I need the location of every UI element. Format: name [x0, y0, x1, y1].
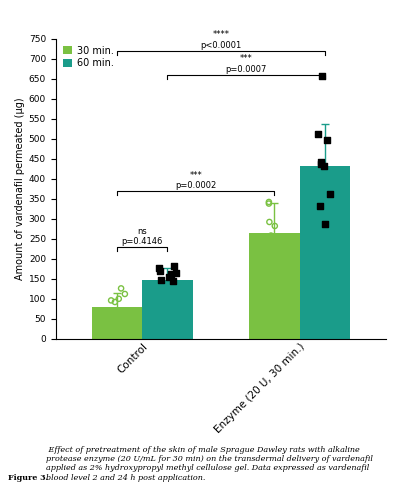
Text: ***
p=0.0007: *** p=0.0007 [225, 55, 267, 74]
Point [324, 136, 330, 143]
Point [319, 72, 326, 79]
Point [266, 198, 272, 206]
Text: ***
p=0.0002: *** p=0.0002 [175, 170, 217, 190]
Bar [92, 307, 142, 339]
Point [156, 267, 163, 274]
Point [316, 202, 323, 210]
Point [170, 277, 176, 285]
Point [270, 236, 276, 243]
Point [158, 276, 165, 284]
Point [166, 273, 172, 281]
Point [318, 161, 324, 168]
Point [171, 262, 177, 270]
Point [271, 222, 278, 230]
Point [172, 269, 179, 277]
Point [156, 265, 162, 272]
Point [266, 200, 272, 208]
Bar [300, 166, 350, 339]
Point [108, 297, 114, 304]
Point [118, 285, 124, 292]
Legend: 30 min., 60 min.: 30 min., 60 min. [60, 44, 116, 70]
Point [168, 271, 174, 278]
Point [112, 298, 118, 306]
Text: Effect of pretreatment of the skin of male Sprague Dawley rats with alkaline
pro: Effect of pretreatment of the skin of ma… [46, 446, 373, 482]
Bar [142, 280, 193, 339]
Point [326, 190, 333, 198]
Point [268, 232, 274, 240]
Point [115, 295, 122, 302]
Point [122, 290, 128, 298]
Point [321, 162, 327, 170]
Text: Figure 3.: Figure 3. [8, 473, 48, 482]
Text: ****
p<0.0001: **** p<0.0001 [200, 30, 242, 49]
Point [322, 220, 328, 227]
Y-axis label: Amount of vardenafil permeated (µg): Amount of vardenafil permeated (µg) [15, 97, 25, 280]
Bar [249, 233, 300, 339]
Point [315, 130, 322, 138]
Point [318, 158, 324, 166]
Text: ns
p=0.4146: ns p=0.4146 [121, 227, 163, 245]
Point [266, 218, 273, 226]
